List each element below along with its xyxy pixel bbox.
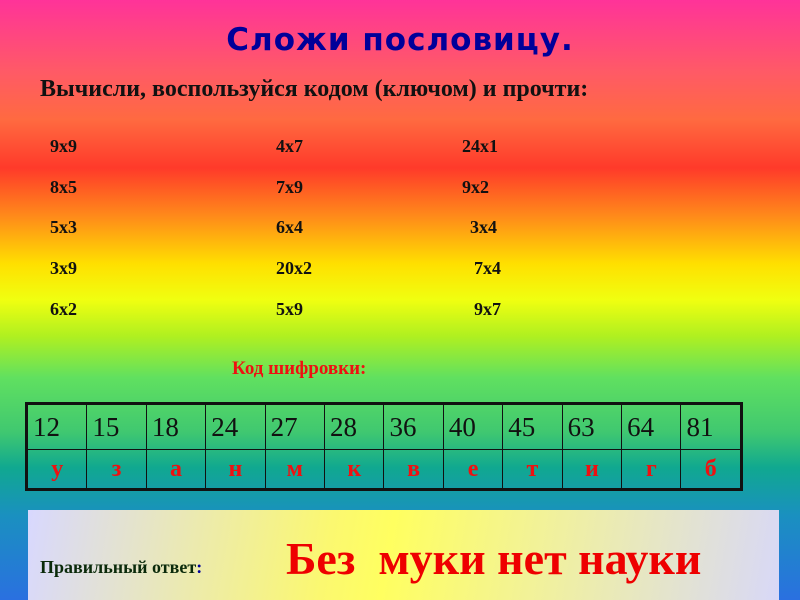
code-number: 24 <box>205 403 266 450</box>
exercise: 9х7 <box>474 299 501 319</box>
exercise: 20х2 <box>276 258 312 278</box>
instruction: Вычисли, воспользуйся кодом (ключом) и п… <box>40 76 589 102</box>
answer-colon: : <box>196 557 203 577</box>
numbers-row: 12 15 18 24 27 28 36 40 45 63 64 81 <box>25 403 742 450</box>
exercise: 6х2 <box>50 299 77 319</box>
exercise: 7х9 <box>276 177 303 197</box>
code-letter: т <box>502 449 563 490</box>
exercise: 9х2 <box>462 177 489 197</box>
answer-label-text: Правильный ответ <box>40 557 197 577</box>
code-number: 12 <box>25 403 88 450</box>
code-letter: в <box>383 449 444 490</box>
exercise: 4х7 <box>276 136 303 156</box>
exercise: 9х9 <box>50 136 77 156</box>
letters-row: у з а н м к в е т и г б <box>25 449 742 490</box>
code-number: 18 <box>145 403 207 450</box>
code-letter: у <box>25 449 88 490</box>
exercise: 3х9 <box>50 258 77 278</box>
exercise: 3х4 <box>470 217 497 237</box>
code-letter: к <box>324 449 385 490</box>
code-number: 81 <box>680 403 742 450</box>
answer-label: Правильный ответ: <box>40 557 202 578</box>
code-number: 28 <box>324 403 385 450</box>
code-letter: б <box>680 449 742 490</box>
code-letter: м <box>264 449 326 490</box>
slide-title: Сложи пословицу. <box>226 22 574 58</box>
exercise: 5х3 <box>50 217 77 237</box>
code-number: 63 <box>561 403 623 450</box>
code-number: 64 <box>621 403 682 450</box>
code-letter: а <box>145 449 207 490</box>
code-label: Код шифровки: <box>232 358 367 379</box>
exercise: 7х4 <box>474 258 501 278</box>
code-number: 27 <box>264 403 326 450</box>
code-number: 45 <box>502 403 563 450</box>
code-number: 15 <box>86 403 147 450</box>
code-letter: е <box>442 449 504 490</box>
code-letter: и <box>561 449 623 490</box>
code-letter: з <box>86 449 147 490</box>
code-number: 36 <box>383 403 444 450</box>
answer-text: Без муки нет науки <box>286 533 702 584</box>
code-letter: н <box>205 449 266 490</box>
exercise: 6х4 <box>276 217 303 237</box>
code-number: 40 <box>442 403 504 450</box>
code-table: 12 15 18 24 27 28 36 40 45 63 64 81 у з … <box>25 402 743 491</box>
exercise: 24х1 <box>462 136 498 156</box>
code-letter: г <box>621 449 682 490</box>
exercise: 8х5 <box>50 177 77 197</box>
exercise: 5х9 <box>276 299 303 319</box>
answer-box: Правильный ответ: Без муки нет науки <box>28 510 779 600</box>
